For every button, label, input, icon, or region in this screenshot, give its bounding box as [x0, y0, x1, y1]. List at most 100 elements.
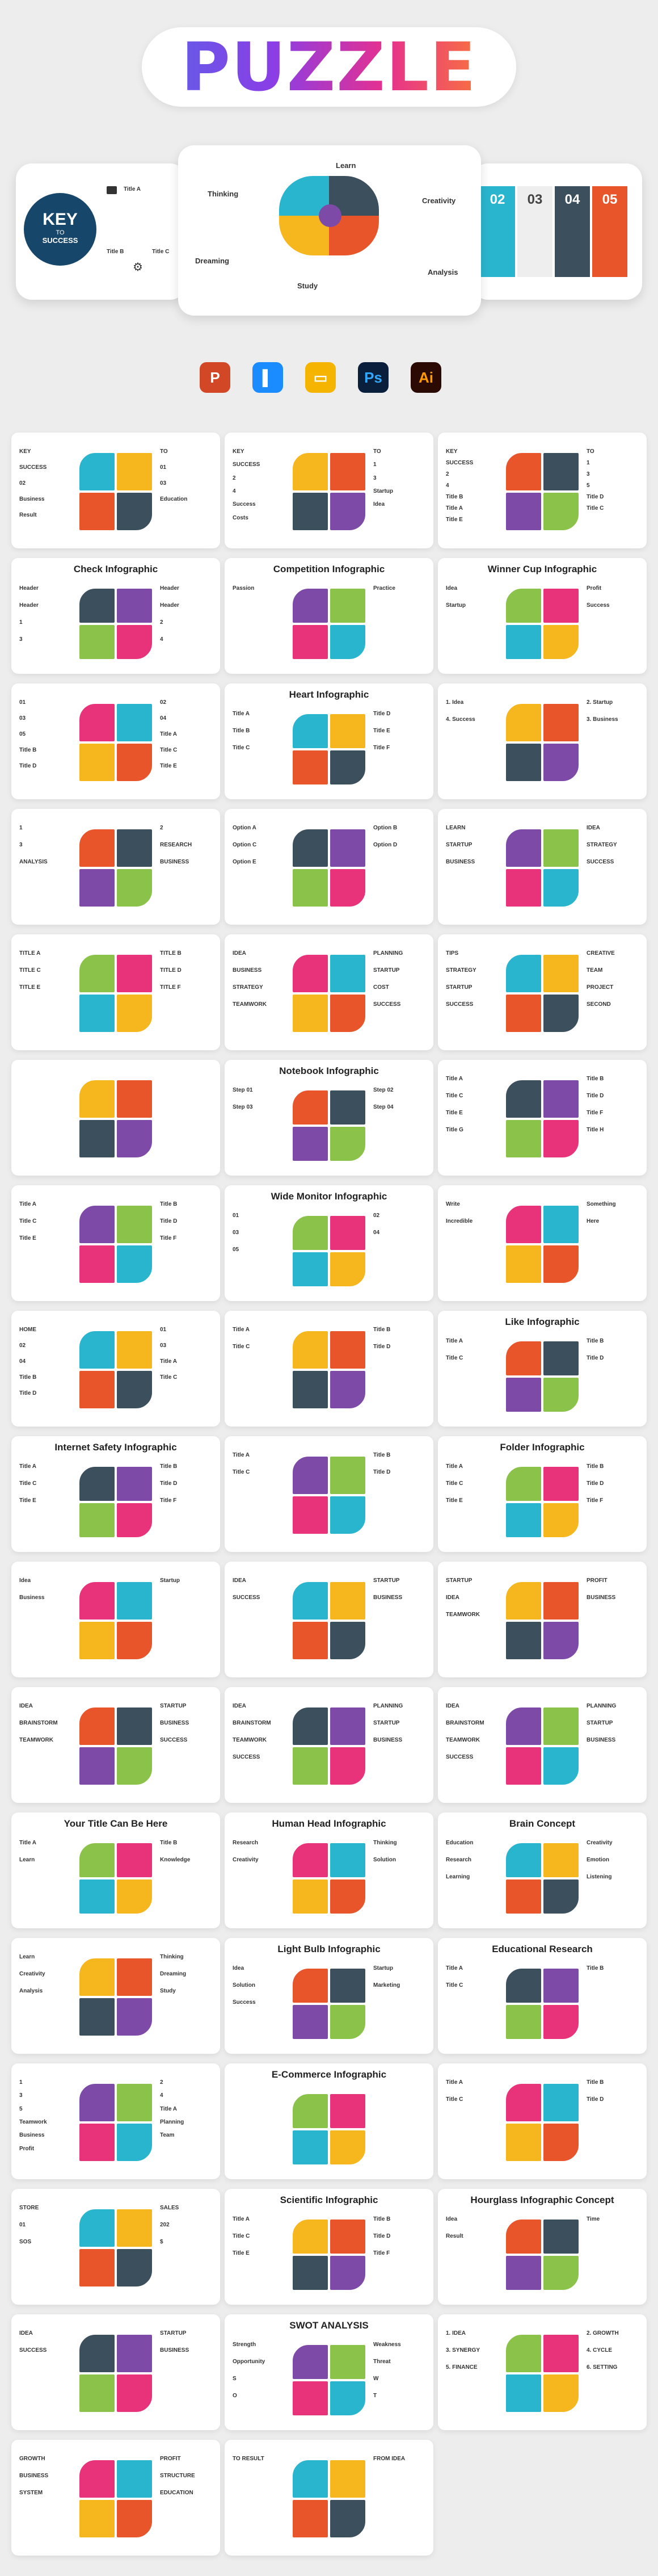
card-label: TEAMWORK	[19, 1737, 53, 1743]
puzzle-piece	[116, 1244, 153, 1284]
template-card[interactable]: IDEA PLANNING BRAINSTORM STARTUP TEAMWORK BUS…	[225, 1687, 433, 1803]
template-card[interactable]: E-Commerce Infographic	[225, 2063, 433, 2179]
template-card[interactable]: Winner Cup Infographic Idea Profit Startup S…	[438, 558, 647, 674]
template-card[interactable]: IDEA STARTUP SUCCESS BUSINESS	[225, 1562, 433, 1677]
puzzle-piece	[505, 2373, 542, 2413]
card-label: Success	[587, 602, 610, 609]
template-card[interactable]: 1 2 3 RESEARCH ANALYSIS BUSINESS	[11, 809, 220, 925]
puzzle-piece	[505, 742, 542, 782]
card-label: T	[373, 2393, 377, 2399]
puzzle-graphic	[292, 2344, 366, 2416]
puzzle-piece	[542, 492, 580, 531]
template-card[interactable]: Human Head Infographic Research Thinking Cr…	[225, 1813, 433, 1928]
template-card[interactable]: Write Something Incredible Here	[438, 1185, 647, 1301]
card-label: IDEA	[19, 1703, 33, 1709]
template-card[interactable]: KEY TO SUCCESS 1 2 3 4 5 Title B Title D Title A Ti…	[438, 433, 647, 548]
template-card[interactable]: Heart Infographic Title A Title D Title B Ti…	[225, 683, 433, 799]
card-label: Header	[19, 585, 39, 591]
puzzle-piece	[78, 703, 116, 742]
template-card[interactable]: Option A Option B Option C Option D Option E	[225, 809, 433, 925]
template-card[interactable]: GROWTH PROFIT BUSINESS STRUCTURE SYSTEM EDUCA…	[11, 2440, 220, 2556]
puzzle-graphic	[505, 1205, 580, 1284]
template-card[interactable]	[11, 1060, 220, 1176]
puzzle-piece	[292, 2218, 329, 2255]
template-card[interactable]: Folder Infographic Title A Title B Title C T…	[438, 1436, 647, 1552]
puzzle-piece	[329, 1495, 366, 1535]
card-title: SWOT ANALYSIS	[289, 2320, 369, 2331]
puzzle-graphic	[292, 2218, 366, 2291]
card-label: Title D	[373, 1469, 391, 1475]
brain-puzzle	[279, 176, 379, 255]
brain-label-dreaming: Dreaming	[195, 257, 229, 265]
puzzle-piece	[542, 1842, 580, 1878]
template-card[interactable]: Title A Title B Title C Title D	[438, 2063, 647, 2179]
puzzle-graphic	[292, 1215, 366, 1287]
card-label: Write	[446, 1201, 460, 1207]
card-label: TEAM	[587, 967, 603, 974]
card-label: 03	[19, 715, 26, 721]
puzzle-graphic	[505, 703, 580, 782]
card-label: STRATEGY	[446, 967, 476, 974]
template-card[interactable]: 1. Idea 2. Startup 4. Success 3. Business	[438, 683, 647, 799]
template-card[interactable]: STARTUP PROFIT IDEA BUSINESS TEAMWORK	[438, 1562, 647, 1677]
step-03: 03	[517, 186, 552, 277]
card-title: Wide Monitor Infographic	[271, 1191, 387, 1202]
puzzle-piece	[78, 624, 116, 660]
template-card[interactable]: Scientific Infographic Title A Title B Titl…	[225, 2189, 433, 2305]
template-card[interactable]: HOME 01 02 03 04 Title A Title B Title C Title D	[11, 1311, 220, 1427]
template-card[interactable]: Internet Safety Infographic Title A Title …	[11, 1436, 220, 1552]
template-card[interactable]: 01 02 03 04 05 Title A Title B Title C Title D Ti…	[11, 683, 220, 799]
title-pill	[142, 27, 516, 107]
template-card[interactable]: Idea Startup Business	[11, 1562, 220, 1677]
template-card[interactable]: IDEA STARTUP BRAINSTORM BUSINESS TEAMWORK SUC…	[11, 1687, 220, 1803]
template-card[interactable]: Hourglass Infographic Concept Idea Time Res…	[438, 2189, 647, 2305]
card-label: Idea	[233, 1965, 244, 1971]
template-card[interactable]: TITLE A TITLE B TITLE C TITLE D TITLE E TITLE…	[11, 934, 220, 1050]
template-card[interactable]: KEY TO SUCCESS 1 2 3 4 Startup Success Idea Costs	[225, 433, 433, 548]
puzzle-piece	[292, 452, 329, 492]
template-card[interactable]: Learn Thinking Creativity Dreaming Analysis S…	[11, 1938, 220, 2054]
template-card[interactable]: TIPS CREATIVE STRATEGY TEAM STARTUP PROJECT SU…	[438, 934, 647, 1050]
template-card[interactable]: Like Infographic Title A Title B Title C Tit…	[438, 1311, 647, 1427]
template-card[interactable]: IDEA STARTUP SUCCESS BUSINESS	[11, 2314, 220, 2430]
card-label: 3	[19, 2092, 23, 2099]
template-card[interactable]: TO RESULT FROM IDEA	[225, 2440, 433, 2556]
template-card[interactable]: Your Title Can Be Here Title A Title B Lear…	[11, 1813, 220, 1928]
template-card[interactable]: Light Bulb Infographic Idea Startup Solutio…	[225, 1938, 433, 2054]
template-card[interactable]: Notebook Infographic Step 01 Step 02 Step 0…	[225, 1060, 433, 1176]
template-card[interactable]: 1 2 3 4 5 Title A Teamwork Planning Business Team…	[11, 2063, 220, 2179]
card-label: TIPS	[446, 950, 459, 956]
template-card[interactable]: Competition Infographic Passion Practice	[225, 558, 433, 674]
template-card[interactable]: Educational Research Title A Title B Title …	[438, 1938, 647, 2054]
template-card[interactable]: Check Infographic Header Header Header Heade…	[11, 558, 220, 674]
template-card[interactable]: KEY TO SUCCESS 01 02 03 Business Education Resul…	[11, 433, 220, 548]
template-card[interactable]: IDEA PLANNING BRAINSTORM STARTUP TEAMWORK BUS…	[438, 1687, 647, 1803]
card-label: STRATEGY	[587, 842, 617, 848]
card-label: Title B	[587, 1965, 604, 1971]
template-card[interactable]: STORE SALES 01 202 SOS $	[11, 2189, 220, 2305]
template-card[interactable]: Title A Title B Title C Title D Title E Title…	[438, 1060, 647, 1176]
card-label: Title H	[587, 1127, 604, 1133]
template-card[interactable]: LEARN IDEA STARTUP STRATEGY BUSINESS SUCCESS	[438, 809, 647, 925]
card-label: Title E	[446, 1110, 463, 1116]
puzzle-piece	[116, 2083, 153, 2122]
template-card[interactable]: Title A Title B Title C Title D	[225, 1436, 433, 1552]
template-card[interactable]: 1. IDEA 2. GROWTH 3. SYNERGY 4. CYCLE 5. FIN…	[438, 2314, 647, 2430]
template-card[interactable]: Brain Concept Education Creativity Research…	[438, 1813, 647, 1928]
card-label: 3. SYNERGY	[446, 2347, 480, 2353]
template-card[interactable]: Title A Title B Title C Title D Title E Title…	[11, 1185, 220, 1301]
card-label: 01	[160, 464, 167, 471]
card-label: Title B	[373, 1327, 391, 1333]
template-card[interactable]: Title A Title B Title C Title D	[225, 1311, 433, 1427]
template-card[interactable]: Wide Monitor Infographic 01 02 03 04 05	[225, 1185, 433, 1301]
template-card[interactable]: IDEA PLANNING BUSINESS STARTUP STRATEGY COST T…	[225, 934, 433, 1050]
puzzle-graphic	[78, 588, 153, 660]
card-label: 1	[587, 460, 590, 466]
card-label: IDEA	[19, 2330, 33, 2336]
puzzle-piece	[542, 1746, 580, 1786]
template-card[interactable]: SWOT ANALYSIS Strength Weakness Opportunity…	[225, 2314, 433, 2430]
card-label: Title D	[19, 1390, 37, 1396]
briefcase-icon	[107, 186, 117, 194]
card-label: 02	[19, 480, 26, 486]
card-label: Title C	[446, 1093, 463, 1099]
